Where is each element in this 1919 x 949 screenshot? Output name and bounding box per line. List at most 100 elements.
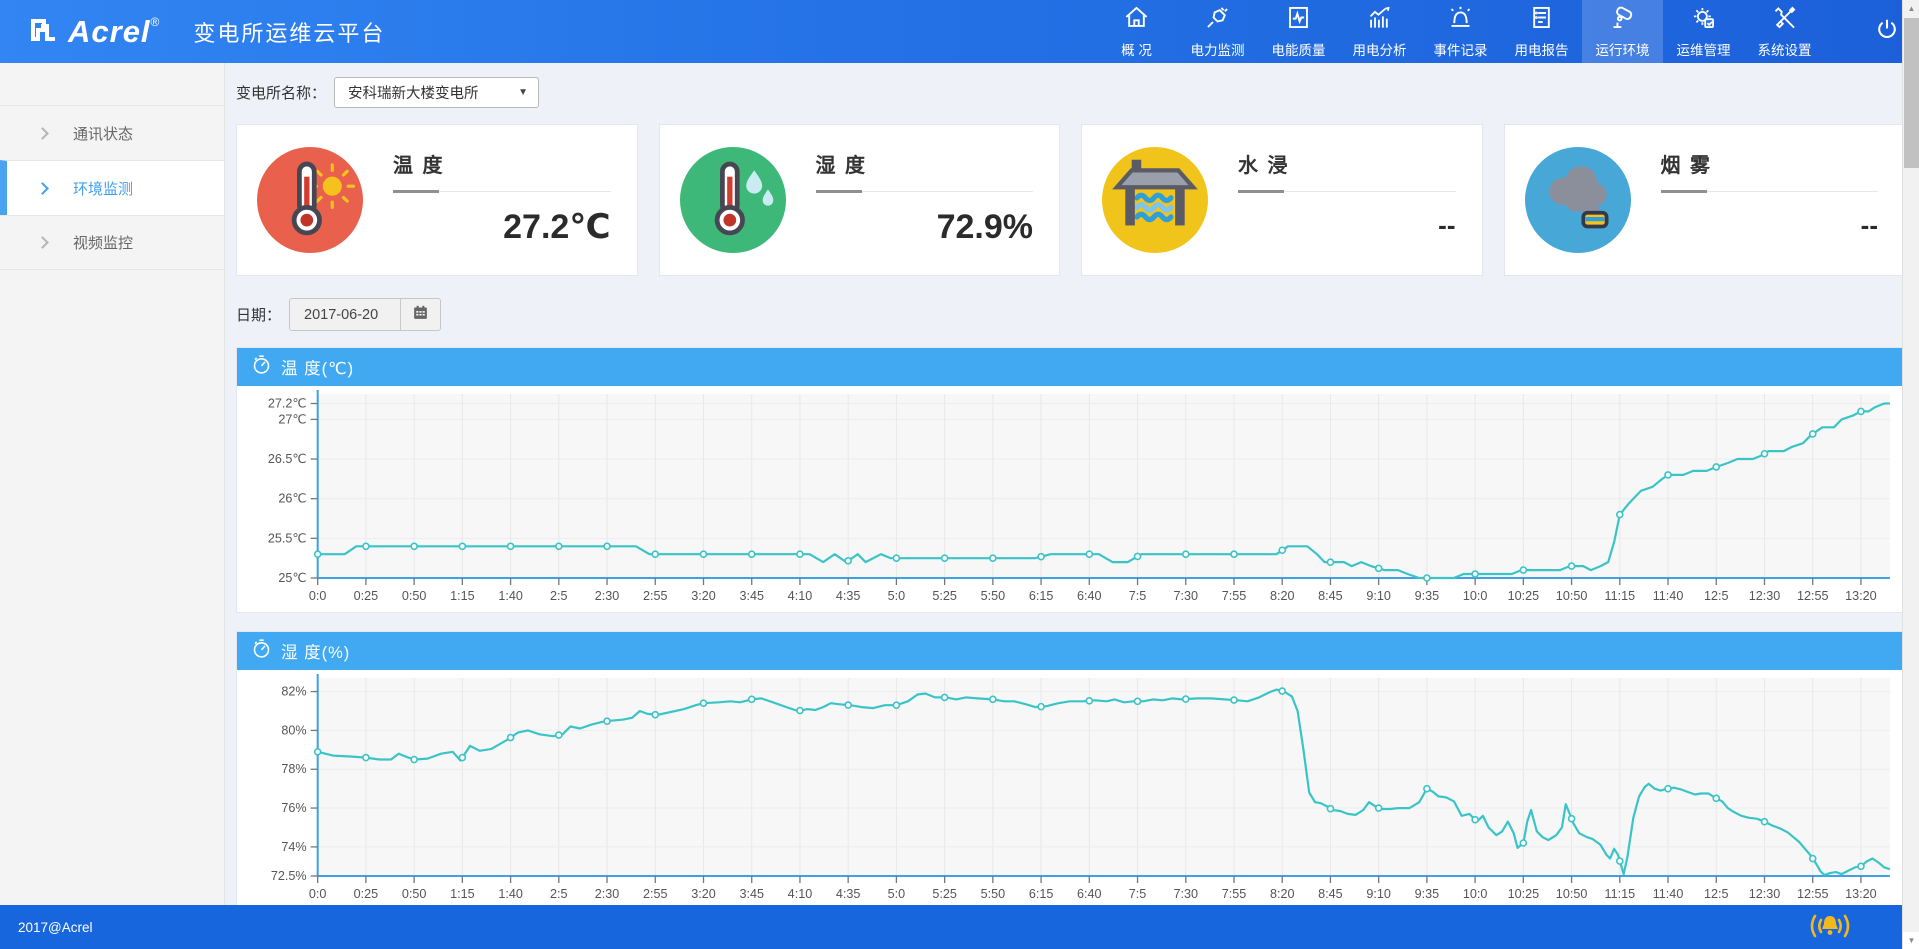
card-divider	[393, 190, 611, 193]
content-area: 通讯状态 环境监测 视频监控 变电所名称： 安科瑞新大楼变电所 ▼	[0, 63, 1919, 905]
copyright-text: 2017@Acrel	[18, 919, 93, 935]
card-title: 烟 雾	[1660, 155, 1713, 177]
camera-icon	[1609, 4, 1636, 36]
svg-text:5:50: 5:50	[981, 887, 1006, 901]
date-picker	[289, 298, 442, 331]
logo-text: Acrel	[68, 13, 151, 49]
page-scrollbar[interactable]: ▲ ▼	[1902, 0, 1919, 949]
chevron-down-icon: ▼	[518, 87, 529, 98]
logo-registered-mark: ®	[150, 14, 160, 29]
date-input[interactable]	[290, 299, 401, 330]
temperature-chart: 25℃ 25.5℃ 26℃ 26.5℃ 27℃ 27.2℃ 0:0 0:25 0:50 1:15 1…	[237, 386, 1904, 612]
svg-text:1:15: 1:15	[450, 589, 475, 603]
sidebar: 通讯状态 环境监测 视频监控	[0, 63, 225, 905]
svg-text:5:0: 5:0	[888, 589, 906, 603]
calendar-button[interactable]	[400, 299, 440, 330]
bar-chart-icon	[1366, 4, 1393, 36]
temperature-line-chart: 25℃ 25.5℃ 26℃ 26.5℃ 27℃27.2℃ 0:0 0:25 0:50 1:15 1…	[268, 390, 1890, 603]
temperature-value: 27.2℃	[503, 208, 611, 246]
svg-text:2:30: 2:30	[595, 589, 620, 603]
svg-text:0:25: 0:25	[354, 589, 379, 603]
svg-text:3:45: 3:45	[739, 589, 764, 603]
scrollbar-down-arrow[interactable]: ▼	[1903, 932, 1919, 949]
sidebar-item-communication-status[interactable]: 通讯状态	[0, 105, 224, 160]
svg-text:10:25: 10:25	[1508, 887, 1540, 901]
svg-text:2:30: 2:30	[595, 887, 620, 901]
svg-text:7:30: 7:30	[1174, 589, 1199, 603]
svg-text:5:25: 5:25	[932, 887, 957, 901]
svg-text:2:55: 2:55	[643, 887, 668, 901]
station-name-label: 变电所名称：	[236, 85, 327, 102]
humidity-line-chart: 72.5% 74% 76% 78% 80% 82% 0:0 0:25 0:50 1:15 1:40 2…	[271, 674, 1891, 901]
svg-text:9:10: 9:10	[1366, 887, 1391, 901]
svg-text:0:50: 0:50	[402, 589, 427, 603]
gear-icon	[1690, 4, 1717, 36]
chevron-right-icon	[36, 236, 49, 249]
nav-item-power-quality[interactable]: 电能质量	[1258, 0, 1339, 63]
svg-text:82%: 82%	[281, 685, 306, 699]
tools-icon	[1771, 4, 1798, 36]
svg-text:27℃: 27℃	[278, 412, 306, 426]
nav-item-usage-analysis[interactable]: 用电分析	[1339, 0, 1420, 63]
svg-text:0:0: 0:0	[309, 887, 327, 901]
sidebar-item-environment-monitoring[interactable]: 环境监测	[0, 160, 224, 215]
waveform-icon	[1285, 4, 1312, 36]
svg-text:76%: 76%	[281, 801, 306, 815]
logout-power-button[interactable]	[1855, 0, 1919, 63]
water-icon	[1102, 147, 1208, 253]
top-header: Acrel ® 变电所运维云平台 概 况 电力监测 电能质量 用电分析	[0, 0, 1919, 63]
nav-item-overview[interactable]: 概 况	[1096, 0, 1177, 63]
alarm-bell-icon[interactable]	[1805, 912, 1855, 943]
svg-text:7:55: 7:55	[1222, 589, 1247, 603]
plug-icon	[1204, 4, 1231, 36]
sidebar-item-video-surveillance[interactable]: 视频监控	[0, 215, 224, 270]
card-title: 温 度	[393, 155, 445, 177]
nav-item-system-settings[interactable]: 系统设置	[1744, 0, 1825, 63]
nav-item-usage-report[interactable]: 用电报告	[1501, 0, 1582, 63]
nav-item-power-monitoring[interactable]: 电力监测	[1177, 0, 1258, 63]
svg-text:26℃: 26℃	[278, 492, 306, 506]
svg-text:7:30: 7:30	[1174, 887, 1199, 901]
svg-text:8:20: 8:20	[1270, 589, 1295, 603]
humidity-card: 湿 度 72.9%	[658, 124, 1060, 276]
stopwatch-icon	[251, 354, 272, 380]
svg-text:74%: 74%	[281, 840, 306, 854]
svg-text:4:35: 4:35	[836, 589, 861, 603]
date-picker-row: 日期：	[236, 298, 1905, 331]
station-select[interactable]: 安科瑞新大楼变电所 ▼	[334, 77, 540, 108]
card-title: 水 浸	[1238, 155, 1290, 177]
smoke-value: --	[1860, 210, 1878, 240]
svg-text:6:15: 6:15	[1029, 887, 1054, 901]
main-panel: 变电所名称： 安科瑞新大楼变电所 ▼	[225, 63, 1919, 905]
svg-text:8:45: 8:45	[1318, 887, 1343, 901]
water-immersion-card: 水 浸 --	[1081, 124, 1483, 276]
svg-text:1:40: 1:40	[498, 589, 523, 603]
chevron-right-icon	[36, 181, 49, 195]
station-selector-row: 变电所名称： 安科瑞新大楼变电所 ▼	[236, 77, 1905, 108]
svg-text:2:55: 2:55	[643, 589, 668, 603]
svg-text:25.5℃: 25.5℃	[268, 531, 307, 545]
scrollbar-thumb[interactable]	[1904, 18, 1919, 168]
svg-text:3:45: 3:45	[739, 887, 764, 901]
humidity-chart-header: 湿 度(%)	[237, 632, 1904, 670]
svg-text:11:15: 11:15	[1605, 887, 1636, 901]
card-divider	[1238, 190, 1456, 193]
svg-text:5:0: 5:0	[888, 887, 906, 901]
temperature-card: 温 度 27.2℃	[236, 124, 638, 276]
humidity-chart: 72.5% 74% 76% 78% 80% 82% 0:0 0:25 0:50 1:15 1:40 2…	[237, 670, 1904, 905]
nav-item-operating-environment[interactable]: 运行环境	[1582, 0, 1663, 63]
humidity-chart-title: 湿 度(%)	[281, 644, 351, 662]
nav-item-event-log[interactable]: 事件记录	[1420, 0, 1501, 63]
svg-text:8:20: 8:20	[1270, 887, 1295, 901]
acrel-logo-icon	[28, 13, 60, 50]
main-nav: 概 况 电力监测 电能质量 用电分析 事件记录 用电报告	[1096, 0, 1825, 63]
nav-item-ops-management[interactable]: 运维管理	[1663, 0, 1744, 63]
temperature-chart-panel: 温 度(℃) 25℃ 25.5℃ 26℃ 26.5℃ 27℃ 27.2℃ 0:0 0:25 0:…	[236, 347, 1905, 613]
metric-cards: 温 度 27.2℃	[236, 124, 1905, 276]
svg-text:78%: 78%	[281, 762, 306, 776]
report-icon	[1528, 4, 1555, 36]
scrollbar-up-arrow[interactable]: ▲	[1907, 4, 1916, 13]
svg-text:1:40: 1:40	[498, 887, 523, 901]
page-title: 变电所运维云平台	[193, 20, 386, 46]
